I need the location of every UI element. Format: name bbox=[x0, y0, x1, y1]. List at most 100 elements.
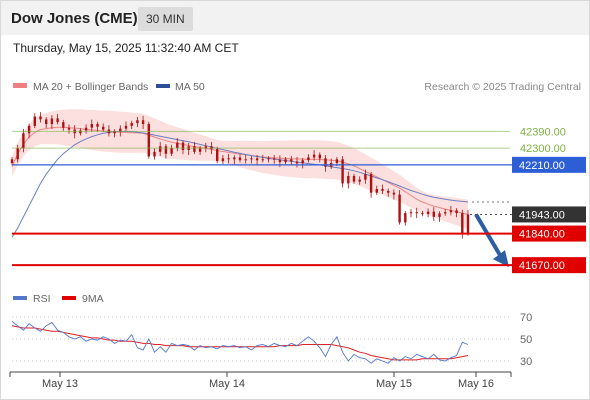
candle-body bbox=[39, 116, 42, 120]
candle-body bbox=[284, 159, 287, 163]
candle-body bbox=[113, 131, 116, 134]
current-price-tag bbox=[512, 206, 586, 223]
level-label-42300.00: 42300.00 bbox=[520, 143, 566, 155]
candle-body bbox=[27, 125, 31, 134]
rsi-tick-50: 50 bbox=[520, 334, 532, 346]
candle-body bbox=[278, 159, 282, 163]
candle-body bbox=[176, 142, 179, 149]
candle-body bbox=[312, 154, 316, 158]
candle-body bbox=[415, 212, 418, 214]
candle-body bbox=[96, 124, 99, 127]
interval-button[interactable]: 30 MIN bbox=[138, 7, 193, 31]
level-tag-42210.00 bbox=[512, 156, 586, 173]
candle-body bbox=[347, 176, 350, 184]
candle-body bbox=[341, 159, 344, 184]
candle-body bbox=[50, 118, 54, 124]
level-label-42390.00: 42390.00 bbox=[520, 126, 566, 138]
x-axis: May 13 May 14 May 15 May 16 bbox=[9, 371, 512, 390]
candle-body bbox=[221, 158, 225, 162]
candle-body bbox=[62, 122, 65, 128]
candle-body bbox=[273, 158, 276, 160]
candle-body bbox=[449, 210, 453, 213]
candle-body bbox=[22, 133, 25, 149]
candle-body bbox=[461, 213, 464, 234]
forecast-arrow-shaft bbox=[474, 213, 502, 257]
header-bar: Dow Jones (CME) 30 MIN bbox=[1, 1, 589, 35]
price-levels: 42390.00 42300.00 42210.00 41943.00 41840.00… bbox=[12, 126, 586, 274]
instrument-title: Dow Jones (CME) bbox=[11, 10, 138, 27]
candle-body bbox=[119, 128, 122, 132]
rsi-ma-legend-swatch bbox=[62, 296, 76, 300]
rsi-legend-swatch bbox=[13, 296, 27, 300]
bollinger-band bbox=[12, 109, 468, 230]
candle-body bbox=[181, 142, 185, 150]
rsi-line bbox=[11, 321, 469, 364]
candle-body bbox=[90, 124, 93, 128]
bollinger-legend-label: MA 20 + Bollinger Bands bbox=[33, 81, 148, 93]
candle-body bbox=[466, 214, 470, 234]
candle-body bbox=[364, 174, 367, 180]
candle-body bbox=[324, 158, 327, 167]
candle-body bbox=[233, 157, 236, 160]
ma50-legend-label: MA 50 bbox=[175, 81, 205, 93]
candle-body bbox=[250, 158, 253, 160]
x-tick-label: May 14 bbox=[209, 378, 245, 390]
candle-body bbox=[153, 151, 156, 157]
research-credit: Research © 2025 Trading Central bbox=[424, 81, 581, 93]
candle-body bbox=[141, 120, 145, 124]
candle-body bbox=[198, 148, 202, 152]
candle-body bbox=[33, 116, 36, 126]
candle-body bbox=[409, 212, 413, 214]
candle-body bbox=[204, 146, 207, 149]
timestamp: Thursday, May 15, 2025 11:32:40 AM CET bbox=[13, 41, 239, 55]
candle-body bbox=[56, 118, 59, 123]
ma50-legend-swatch bbox=[156, 84, 170, 88]
level-tag-41840.00 bbox=[512, 225, 586, 242]
candle-body bbox=[193, 146, 196, 152]
candle-body bbox=[438, 213, 441, 217]
rsi-legend-label: RSI bbox=[33, 293, 51, 305]
candle-body bbox=[335, 159, 339, 163]
candle-body bbox=[369, 174, 373, 193]
candle-body bbox=[375, 189, 378, 193]
candle-body bbox=[398, 194, 401, 223]
candle-body bbox=[124, 125, 128, 129]
candle-body bbox=[130, 123, 133, 126]
level-label-41670.00: 41670.00 bbox=[519, 260, 565, 272]
forecast-arrow-head bbox=[493, 250, 509, 268]
candle-body bbox=[404, 213, 407, 223]
level-tag-41670.00 bbox=[512, 257, 586, 274]
x-tick-label: May 16 bbox=[458, 378, 494, 390]
x-tick-label: May 15 bbox=[376, 378, 412, 390]
candle-body bbox=[426, 211, 430, 215]
candle-body bbox=[159, 146, 162, 152]
candle-body bbox=[261, 159, 264, 161]
candle-body bbox=[238, 157, 242, 161]
candle-body bbox=[307, 157, 310, 161]
candle-body bbox=[16, 148, 19, 160]
candle-body bbox=[290, 159, 293, 162]
candle-body bbox=[301, 160, 304, 164]
candle-body bbox=[244, 159, 247, 161]
level-label-42210.00: 42210.00 bbox=[519, 160, 565, 172]
candle-body bbox=[10, 159, 14, 163]
candle-body bbox=[255, 158, 259, 161]
candle-body bbox=[45, 119, 48, 124]
candle-body bbox=[444, 212, 447, 214]
candle-body bbox=[147, 124, 150, 157]
candle-body bbox=[267, 158, 270, 160]
candle-body bbox=[67, 127, 71, 130]
candle-body bbox=[84, 127, 88, 131]
ma50-line bbox=[11, 130, 469, 238]
candle-body bbox=[318, 154, 321, 159]
candle-body bbox=[432, 211, 435, 217]
candle-body bbox=[102, 126, 105, 130]
x-tick-label: May 13 bbox=[42, 378, 78, 390]
candle-body bbox=[381, 189, 384, 191]
candle-body bbox=[421, 213, 424, 215]
current-price-label: 41943.00 bbox=[519, 209, 565, 221]
candle-body bbox=[136, 120, 139, 124]
rsi-ma-legend-label: 9MA bbox=[82, 293, 104, 305]
